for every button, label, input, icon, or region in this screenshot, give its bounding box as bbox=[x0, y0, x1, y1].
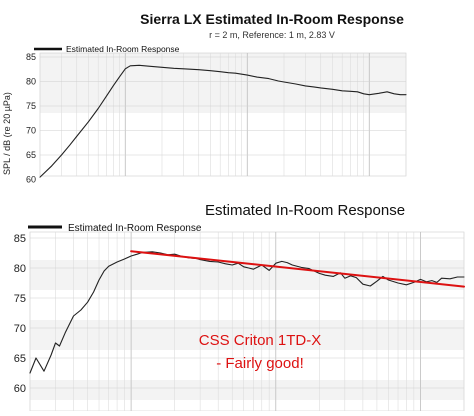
top-chart-y-tick-label: 75 bbox=[26, 101, 36, 111]
top-chart: Sierra LX Estimated In-Room Response r =… bbox=[2, 11, 407, 185]
top-chart-legend-label: Estimated In-Room Response bbox=[66, 44, 180, 54]
top-chart-y-tick-label: 60 bbox=[26, 175, 36, 185]
bottom-chart-band bbox=[30, 380, 464, 400]
top-chart-series bbox=[39, 64, 407, 178]
bottom-chart-series bbox=[29, 250, 465, 374]
bottom-chart-y-tick-label: 60 bbox=[14, 383, 26, 395]
top-chart-y-tick-label: 85 bbox=[26, 52, 36, 62]
top-chart-y-tick-label: 70 bbox=[26, 126, 36, 136]
bottom-chart-legend-label: Estimated In-Room Response bbox=[68, 223, 202, 234]
bottom-chart-trend-line bbox=[130, 250, 465, 288]
top-chart-band bbox=[40, 53, 406, 113]
bottom-chart-y-tick-label: 85 bbox=[14, 233, 26, 245]
bottom-chart-band bbox=[30, 320, 464, 350]
top-chart-y-tick-label: 80 bbox=[26, 77, 36, 87]
bottom-chart-title: Estimated In-Room Response bbox=[205, 202, 405, 219]
top-chart-y-tick-label: 65 bbox=[26, 150, 36, 160]
bottom-chart-tick-labels: 60 65 70 75 80 85 bbox=[14, 233, 26, 395]
top-chart-tick-labels: 60 65 70 75 80 85 bbox=[26, 52, 36, 185]
top-chart-response-line bbox=[39, 64, 407, 178]
bottom-chart: Estimated In-Room Response Estimated In-… bbox=[14, 202, 465, 412]
top-chart-gridlines bbox=[39, 53, 407, 176]
top-chart-y-axis-label: SPL / dB (re 20 µPa) bbox=[2, 92, 12, 175]
bottom-chart-annotation-line1: CSS Criton 1TD-X bbox=[199, 332, 322, 349]
bottom-chart-y-tick-label: 75 bbox=[14, 293, 26, 305]
bottom-chart-y-tick-label: 65 bbox=[14, 353, 26, 365]
bottom-chart-y-tick-label: 70 bbox=[14, 323, 26, 335]
top-chart-title: Sierra LX Estimated In-Room Response bbox=[140, 11, 404, 27]
bottom-chart-response-line bbox=[29, 251, 465, 374]
bottom-chart-annotation-line2: - Fairly good! bbox=[216, 355, 304, 372]
bottom-chart-y-tick-label: 80 bbox=[14, 263, 26, 275]
top-chart-subtitle: r = 2 m, Reference: 1 m, 2.83 V bbox=[209, 30, 335, 40]
